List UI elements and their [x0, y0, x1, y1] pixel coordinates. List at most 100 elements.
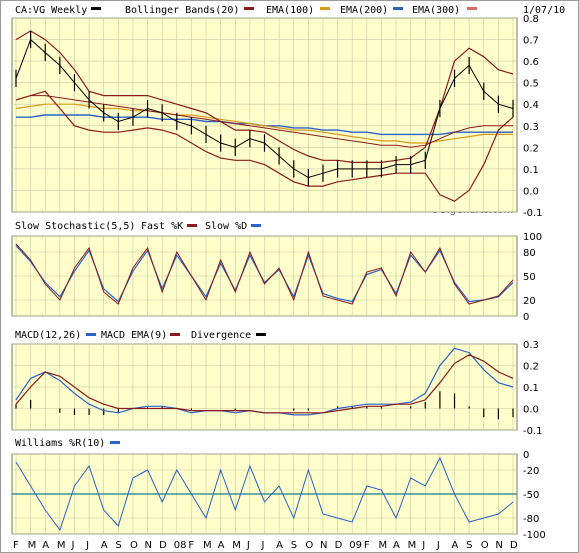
price-line — [15, 38, 514, 179]
x-tick-label: J — [261, 540, 265, 551]
x-tick-label: J — [70, 540, 74, 551]
x-tick-label: 08 — [174, 540, 187, 551]
stoch-tick-label: 20 — [523, 296, 536, 307]
stoch-tick-label: 80 — [523, 248, 536, 259]
bollinger-lower-line — [15, 90, 514, 202]
williams-tick-label: -50 — [523, 490, 539, 501]
macd-tick-label: -0.1 — [523, 426, 543, 437]
macd-swatch — [86, 333, 96, 336]
x-tick-label: A — [452, 540, 459, 551]
price-tick-label: 0.1 — [523, 165, 539, 176]
price-legend-swatch — [91, 7, 101, 10]
macd-tick-label: 0.2 — [523, 362, 539, 373]
x-tick-label: F — [188, 540, 194, 551]
ema200-legend-swatch — [393, 7, 403, 10]
x-tick-label: N — [495, 540, 502, 551]
macd-title: MACD(12,26) — [15, 330, 81, 341]
stoch-header: Slow Stochastic(5,5) Fast %K Slow %D — [15, 221, 261, 232]
williams-line — [15, 456, 514, 532]
stoch-k-line — [15, 243, 514, 305]
williams-title: Williams %R(10) — [15, 438, 105, 449]
x-tick-label: N — [145, 540, 152, 551]
bollinger-legend-swatch — [244, 7, 254, 10]
x-tick-label: M — [203, 540, 212, 551]
ema300-legend-swatch — [467, 7, 477, 10]
x-tick-label: A — [393, 540, 400, 551]
macd-tick-label: 0.1 — [523, 383, 539, 394]
macd-tick-label: 0.3 — [523, 340, 539, 351]
symbol-label: CA:VG Weekly — [15, 5, 87, 16]
x-tick-label: S — [291, 540, 297, 551]
x-tick-label: M — [378, 540, 387, 551]
stoch-k-swatch — [187, 224, 197, 227]
x-tick-label: M — [232, 540, 241, 551]
x-tick-label: M — [57, 540, 66, 551]
price-header: CA:VG Weekly Bollinger Bands(20) EMA(100… — [15, 5, 565, 16]
x-tick-label: J — [85, 540, 89, 551]
stoch-tick-label: 100 — [523, 232, 542, 243]
panels-layer: 0.8 0.7 0.6 0.5 0.4 0.3 0.2 0.1 0.0 -0.1 100 80 50 20… — [11, 14, 546, 551]
macd-ema-label: MACD EMA(9) — [101, 330, 167, 341]
bollinger-label: Bollinger Bands(20) — [125, 5, 239, 16]
x-tick-label: S — [466, 540, 472, 551]
price-tick-label: 0.4 — [523, 100, 539, 111]
ema300-label: EMA(300) — [412, 5, 460, 16]
price-tick-label: 0.6 — [523, 57, 539, 68]
x-tick-label: J — [436, 540, 440, 551]
x-tick-label: 09 — [349, 540, 362, 551]
macd-ema-line — [15, 354, 514, 414]
macd-ema-swatch — [170, 333, 180, 336]
price-tick-label: 0.0 — [523, 186, 539, 197]
stoch-tick-label: 0 — [523, 312, 529, 323]
williams-tick-label: -100 — [523, 530, 546, 541]
williams-panel: 0 -20 -50 -80 -100 — [11, 450, 546, 541]
chart-date: 1/07/10 — [523, 5, 565, 16]
macd-div-swatch — [256, 333, 266, 336]
x-tick-label: F — [13, 540, 19, 551]
x-tick-label: J — [421, 540, 425, 551]
macd-header: MACD(12,26) MACD EMA(9) Divergence — [15, 330, 266, 341]
x-tick-label: A — [276, 540, 283, 551]
stoch-panel: 100 80 50 20 0 — [11, 232, 542, 323]
macd-tick-label: 0.0 — [523, 405, 539, 416]
stoch-d-label: Slow %D — [205, 221, 247, 232]
price-tick-label: 0.8 — [523, 14, 539, 25]
x-tick-label: A — [42, 540, 49, 551]
x-tick-label: D — [159, 540, 167, 551]
price-tick-label: 0.2 — [523, 143, 539, 154]
x-tick-label: F — [364, 540, 370, 551]
x-tick-label: O — [130, 540, 138, 551]
macd-panel: 0.3 0.2 0.1 0.0 -0.1 — [11, 340, 543, 437]
x-tick-label: J — [246, 540, 250, 551]
stoch-k-label: Fast %K — [141, 221, 183, 232]
price-tick-label: 0.5 — [523, 79, 539, 90]
price-tick-label: 0.3 — [523, 122, 539, 133]
macd-div-label: Divergence — [191, 330, 251, 341]
bollinger-upper-line — [15, 30, 514, 163]
williams-swatch — [110, 441, 120, 444]
x-tick-label: M — [408, 540, 417, 551]
williams-header: Williams %R(10) — [15, 438, 120, 449]
x-tick-label: D — [335, 540, 343, 551]
williams-tick-label: -80 — [523, 514, 539, 525]
stoch-tick-label: 50 — [523, 272, 536, 283]
stoch-d-swatch — [251, 224, 261, 227]
williams-tick-label: -20 — [523, 466, 539, 477]
x-tick-label: A — [101, 540, 108, 551]
stoch-title: Slow Stochastic(5,5) — [15, 221, 135, 232]
price-tick-label: -0.1 — [523, 208, 543, 219]
ema100-legend-swatch — [320, 7, 330, 10]
price-tick-label: 0.7 — [523, 36, 539, 47]
ema200-label: EMA(200) — [340, 5, 388, 16]
x-tick-label: N — [320, 540, 327, 551]
x-tick-label: S — [115, 540, 121, 551]
x-tick-label: O — [305, 540, 313, 551]
x-tick-label: D — [510, 540, 518, 551]
x-tick-label: M — [28, 540, 37, 551]
price-panel: 0.8 0.7 0.6 0.5 0.4 0.3 0.2 0.1 0.0 -0.1 — [11, 14, 543, 219]
x-tick-label: O — [481, 540, 489, 551]
williams-tick-label: 0 — [523, 450, 529, 461]
ema100-label: EMA(100) — [266, 5, 314, 16]
x-axis-labels: F M A M J J A S O N D 08 F M A M J J A S O N D 09 F M A M J J A S O N D — [13, 540, 518, 551]
